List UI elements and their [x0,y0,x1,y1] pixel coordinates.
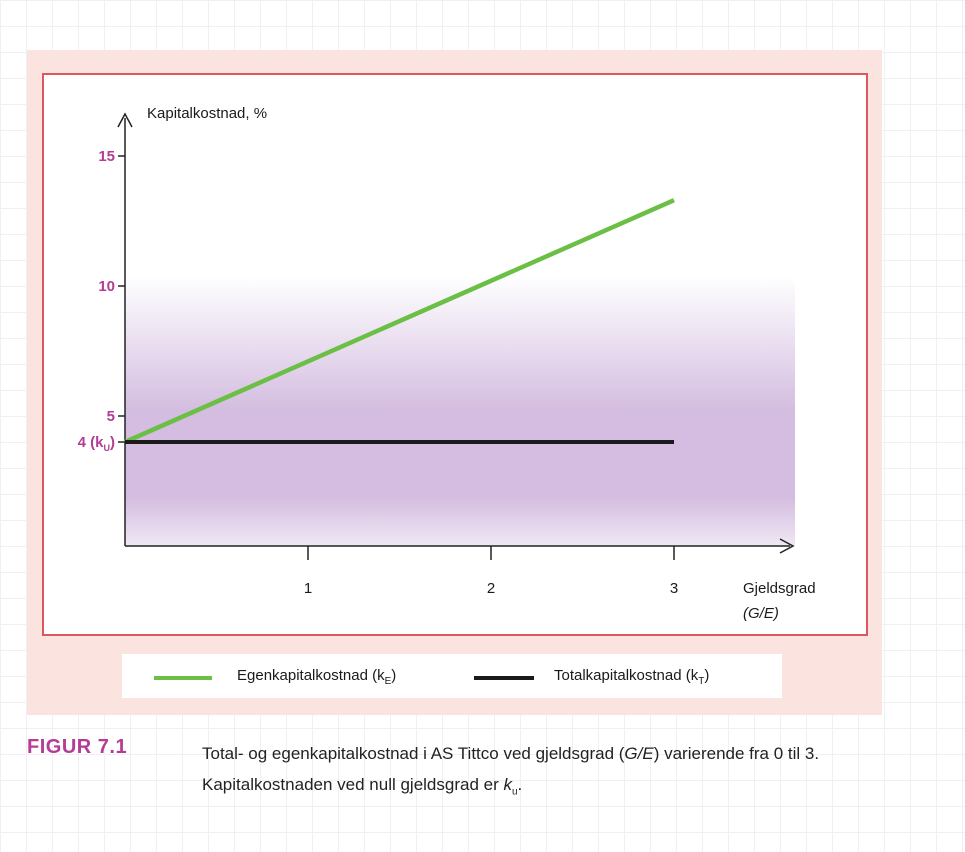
y-tick-label: 5 [107,408,115,425]
x-tick-label: 1 [304,580,312,597]
legend-label-egenkapital: Egenkapitalkostnad (kE) [237,667,397,687]
x-tick-label: 3 [670,580,678,597]
y-tick-label: 4 (kU) [78,434,115,453]
legend: Egenkapitalkostnad (kE) Totalkapitalkost… [122,654,782,698]
shaded-region [125,276,795,546]
x-tick-label: 2 [487,580,495,597]
series-line-egenkapital [124,198,675,445]
y-axis-arrow [117,112,133,128]
x-axis-arrow [779,538,795,554]
legend-swatch-totalkapital [474,676,534,680]
legend-label-totalkapital: Totalkapitalkostnad (kT) [554,667,710,687]
legend-swatch-egenkapital [154,676,212,680]
y-axis-label: Kapitalkostnad, % [147,105,267,122]
x-axis-label: Gjeldsgrad [743,580,816,597]
y-tick-label: 15 [98,148,115,165]
caption-text: Total- og egenkapitalkostnad i AS Tittco… [202,744,820,798]
caption-label: FIGUR 7.1 [27,736,128,758]
x-axis-label-unit: (G/E) [743,605,779,622]
y-tick-label: 10 [98,278,115,295]
